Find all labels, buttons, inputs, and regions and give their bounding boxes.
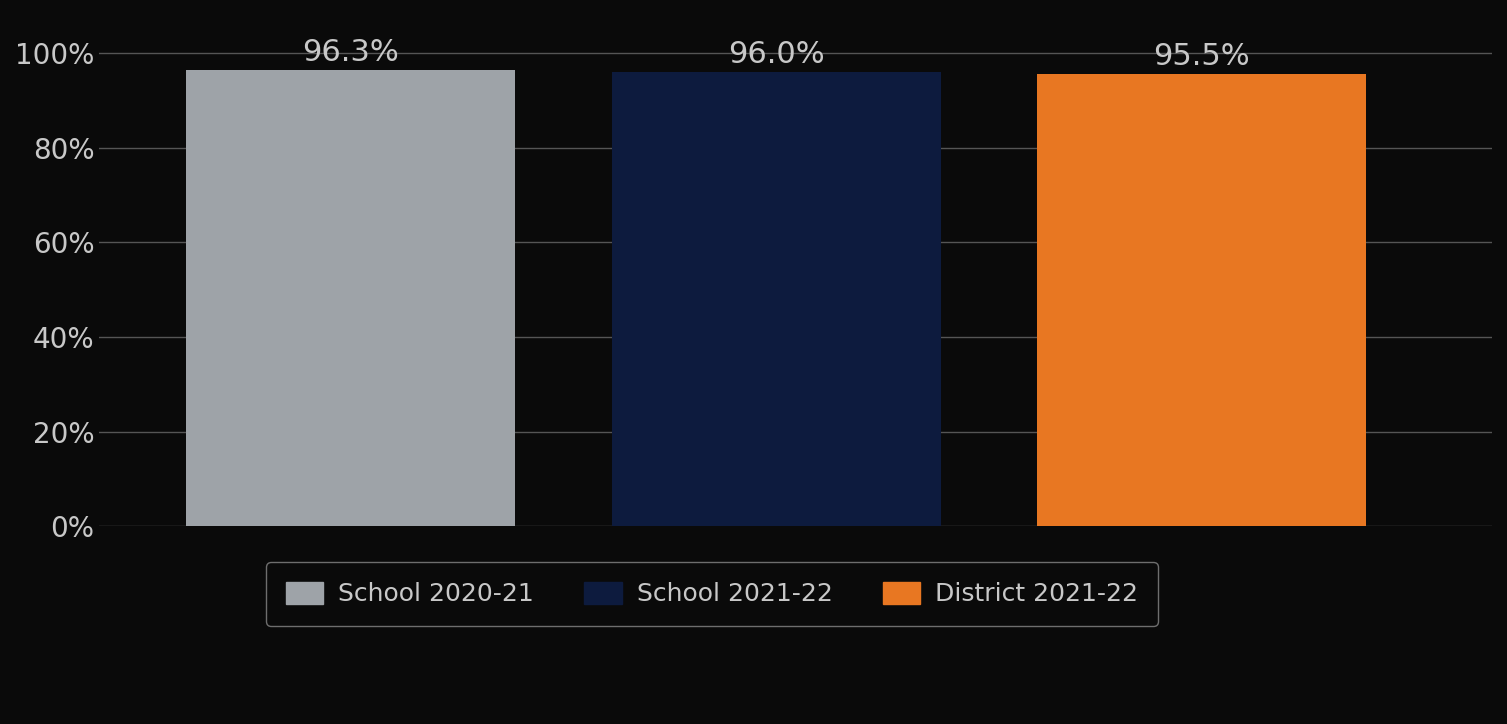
Text: 95.5%: 95.5% xyxy=(1153,42,1251,71)
Text: 96.0%: 96.0% xyxy=(728,40,824,69)
Legend: School 2020-21, School 2021-22, District 2021-22: School 2020-21, School 2021-22, District… xyxy=(267,562,1157,626)
Bar xyxy=(187,70,515,526)
Text: 96.3%: 96.3% xyxy=(303,38,399,67)
Bar xyxy=(612,72,940,526)
Bar xyxy=(1037,74,1367,526)
